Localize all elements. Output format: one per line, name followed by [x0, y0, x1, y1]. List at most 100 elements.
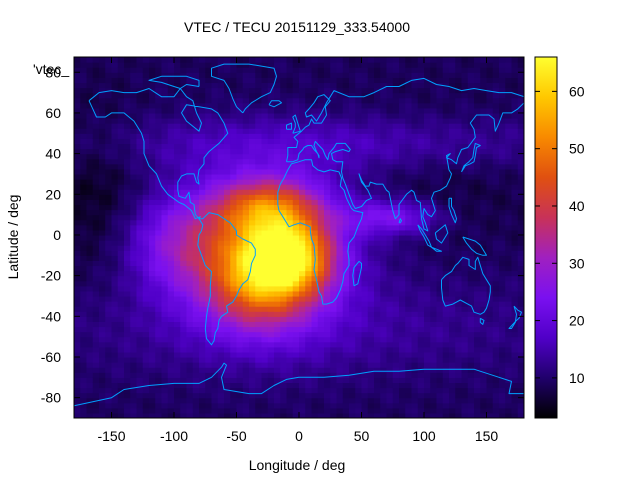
- heatmap-cell: [230, 240, 238, 246]
- heatmap-cell: [349, 143, 356, 150]
- heatmap-cell: [392, 57, 400, 63]
- heatmap-cell: [186, 407, 194, 414]
- heatmap-cell: [242, 87, 250, 94]
- heatmap-cell: [211, 362, 219, 368]
- heatmap-cell: [99, 351, 106, 358]
- heatmap-cell: [255, 179, 263, 185]
- heatmap-cell: [80, 138, 88, 145]
- heatmap-cell: [274, 407, 281, 414]
- heatmap-cell: [392, 362, 400, 368]
- heatmap-cell: [311, 382, 319, 389]
- heatmap-cell: [286, 97, 294, 104]
- heatmap-cell: [217, 245, 225, 251]
- heatmap-cell: [492, 189, 500, 195]
- heatmap-cell: [142, 280, 150, 287]
- heatmap-cell: [261, 194, 269, 200]
- heatmap-cell: [392, 199, 400, 206]
- heatmap-cell: [280, 123, 288, 129]
- heatmap-cell: [167, 97, 175, 104]
- heatmap-cell: [192, 346, 200, 353]
- heatmap-cell: [386, 407, 394, 414]
- heatmap-cell: [505, 270, 513, 277]
- heatmap-cell: [411, 229, 419, 236]
- heatmap-cell: [424, 102, 431, 109]
- heatmap-cell: [142, 301, 150, 307]
- heatmap-cell: [130, 97, 138, 104]
- heatmap-cell: [92, 87, 100, 94]
- heatmap-cell: [480, 402, 488, 409]
- heatmap-cell: [292, 326, 300, 333]
- heatmap-cell: [180, 229, 188, 236]
- heatmap-cell: [80, 311, 88, 317]
- heatmap-cell: [286, 112, 294, 119]
- heatmap-cell: [174, 107, 181, 114]
- heatmap-cell: [492, 87, 500, 94]
- heatmap-cell: [392, 346, 400, 353]
- heatmap-cell: [136, 179, 144, 185]
- heatmap-cell: [117, 57, 125, 63]
- heatmap-cell: [111, 62, 119, 68]
- heatmap-cell: [217, 179, 225, 185]
- heatmap-cell: [86, 234, 94, 241]
- heatmap-cell: [249, 387, 256, 394]
- heatmap-cell: [224, 392, 231, 399]
- heatmap-cell: [224, 240, 231, 246]
- heatmap-cell: [305, 209, 313, 216]
- heatmap-cell: [405, 123, 413, 129]
- heatmap-cell: [149, 204, 156, 211]
- heatmap-cell: [449, 341, 456, 348]
- heatmap-cell: [136, 148, 144, 155]
- heatmap-cell: [336, 163, 344, 170]
- heatmap-cell: [474, 260, 481, 267]
- heatmap-cell: [92, 331, 100, 338]
- heatmap-cell: [317, 179, 325, 185]
- heatmap-cell: [86, 280, 94, 287]
- heatmap-cell: [130, 77, 138, 84]
- heatmap-cell: [205, 351, 213, 358]
- heatmap-cell: [199, 57, 206, 63]
- heatmap-cell: [380, 295, 388, 302]
- heatmap-cell: [374, 382, 381, 389]
- heatmap-cell: [367, 97, 375, 104]
- heatmap-cell: [205, 285, 213, 292]
- heatmap-cell: [361, 250, 369, 256]
- heatmap-cell: [399, 219, 406, 226]
- heatmap-cell: [461, 77, 469, 84]
- heatmap-cell: [224, 351, 231, 358]
- heatmap-cell: [467, 331, 475, 338]
- heatmap-cell: [330, 356, 338, 363]
- heatmap-cell: [424, 219, 431, 226]
- heatmap-cell: [305, 97, 313, 104]
- heatmap-cell: [355, 280, 363, 287]
- heatmap-cell: [405, 138, 413, 145]
- heatmap-cell: [117, 356, 125, 363]
- heatmap-cell: [174, 87, 181, 94]
- heatmap-cell: [224, 87, 231, 94]
- heatmap-cell: [236, 199, 244, 206]
- heatmap-cell: [105, 402, 113, 409]
- heatmap-cell: [361, 168, 369, 175]
- heatmap-cell: [442, 306, 450, 312]
- heatmap-cell: [136, 133, 144, 139]
- heatmap-cell: [311, 72, 319, 78]
- heatmap-cell: [267, 173, 275, 180]
- heatmap-cell: [392, 255, 400, 261]
- heatmap-cell: [155, 301, 163, 307]
- heatmap-cell: [349, 412, 356, 418]
- heatmap-cell: [224, 153, 231, 160]
- heatmap-cell: [267, 168, 275, 175]
- heatmap-cell: [155, 321, 163, 328]
- heatmap-cell: [180, 189, 188, 195]
- heatmap-cell: [192, 209, 200, 216]
- heatmap-cell: [449, 173, 456, 180]
- heatmap-cell: [217, 214, 225, 221]
- heatmap-cell: [455, 377, 463, 383]
- heatmap-cell: [467, 377, 475, 383]
- heatmap-cell: [199, 194, 206, 200]
- heatmap-cell: [417, 189, 425, 195]
- heatmap-cell: [417, 372, 425, 378]
- heatmap-cell: [180, 148, 188, 155]
- heatmap-cell: [180, 77, 188, 84]
- heatmap-cell: [74, 112, 81, 119]
- heatmap-cell: [174, 138, 181, 145]
